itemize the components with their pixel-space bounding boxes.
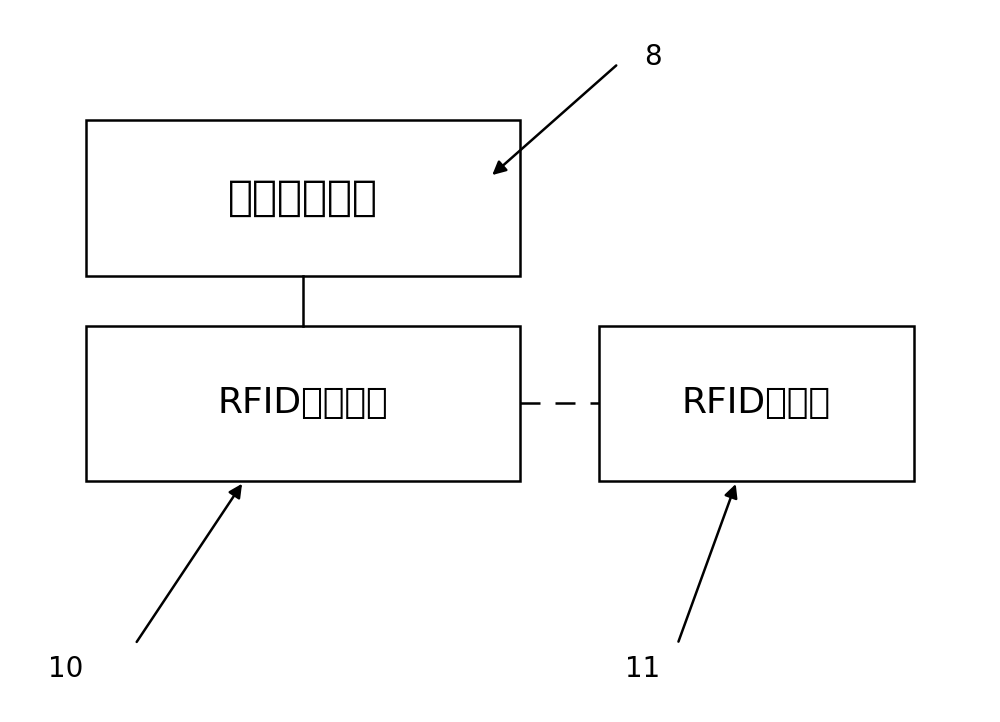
Bar <box>599 326 914 482</box>
Text: 11: 11 <box>625 655 661 683</box>
Bar <box>86 326 520 482</box>
Text: RFID电子标签: RFID电子标签 <box>217 386 388 420</box>
Text: 8: 8 <box>644 43 662 71</box>
Text: 10: 10 <box>48 655 84 683</box>
Text: RFID读写器: RFID读写器 <box>682 386 831 420</box>
Text: 定位判断模块: 定位判断模块 <box>228 177 378 219</box>
Bar <box>86 121 520 276</box>
